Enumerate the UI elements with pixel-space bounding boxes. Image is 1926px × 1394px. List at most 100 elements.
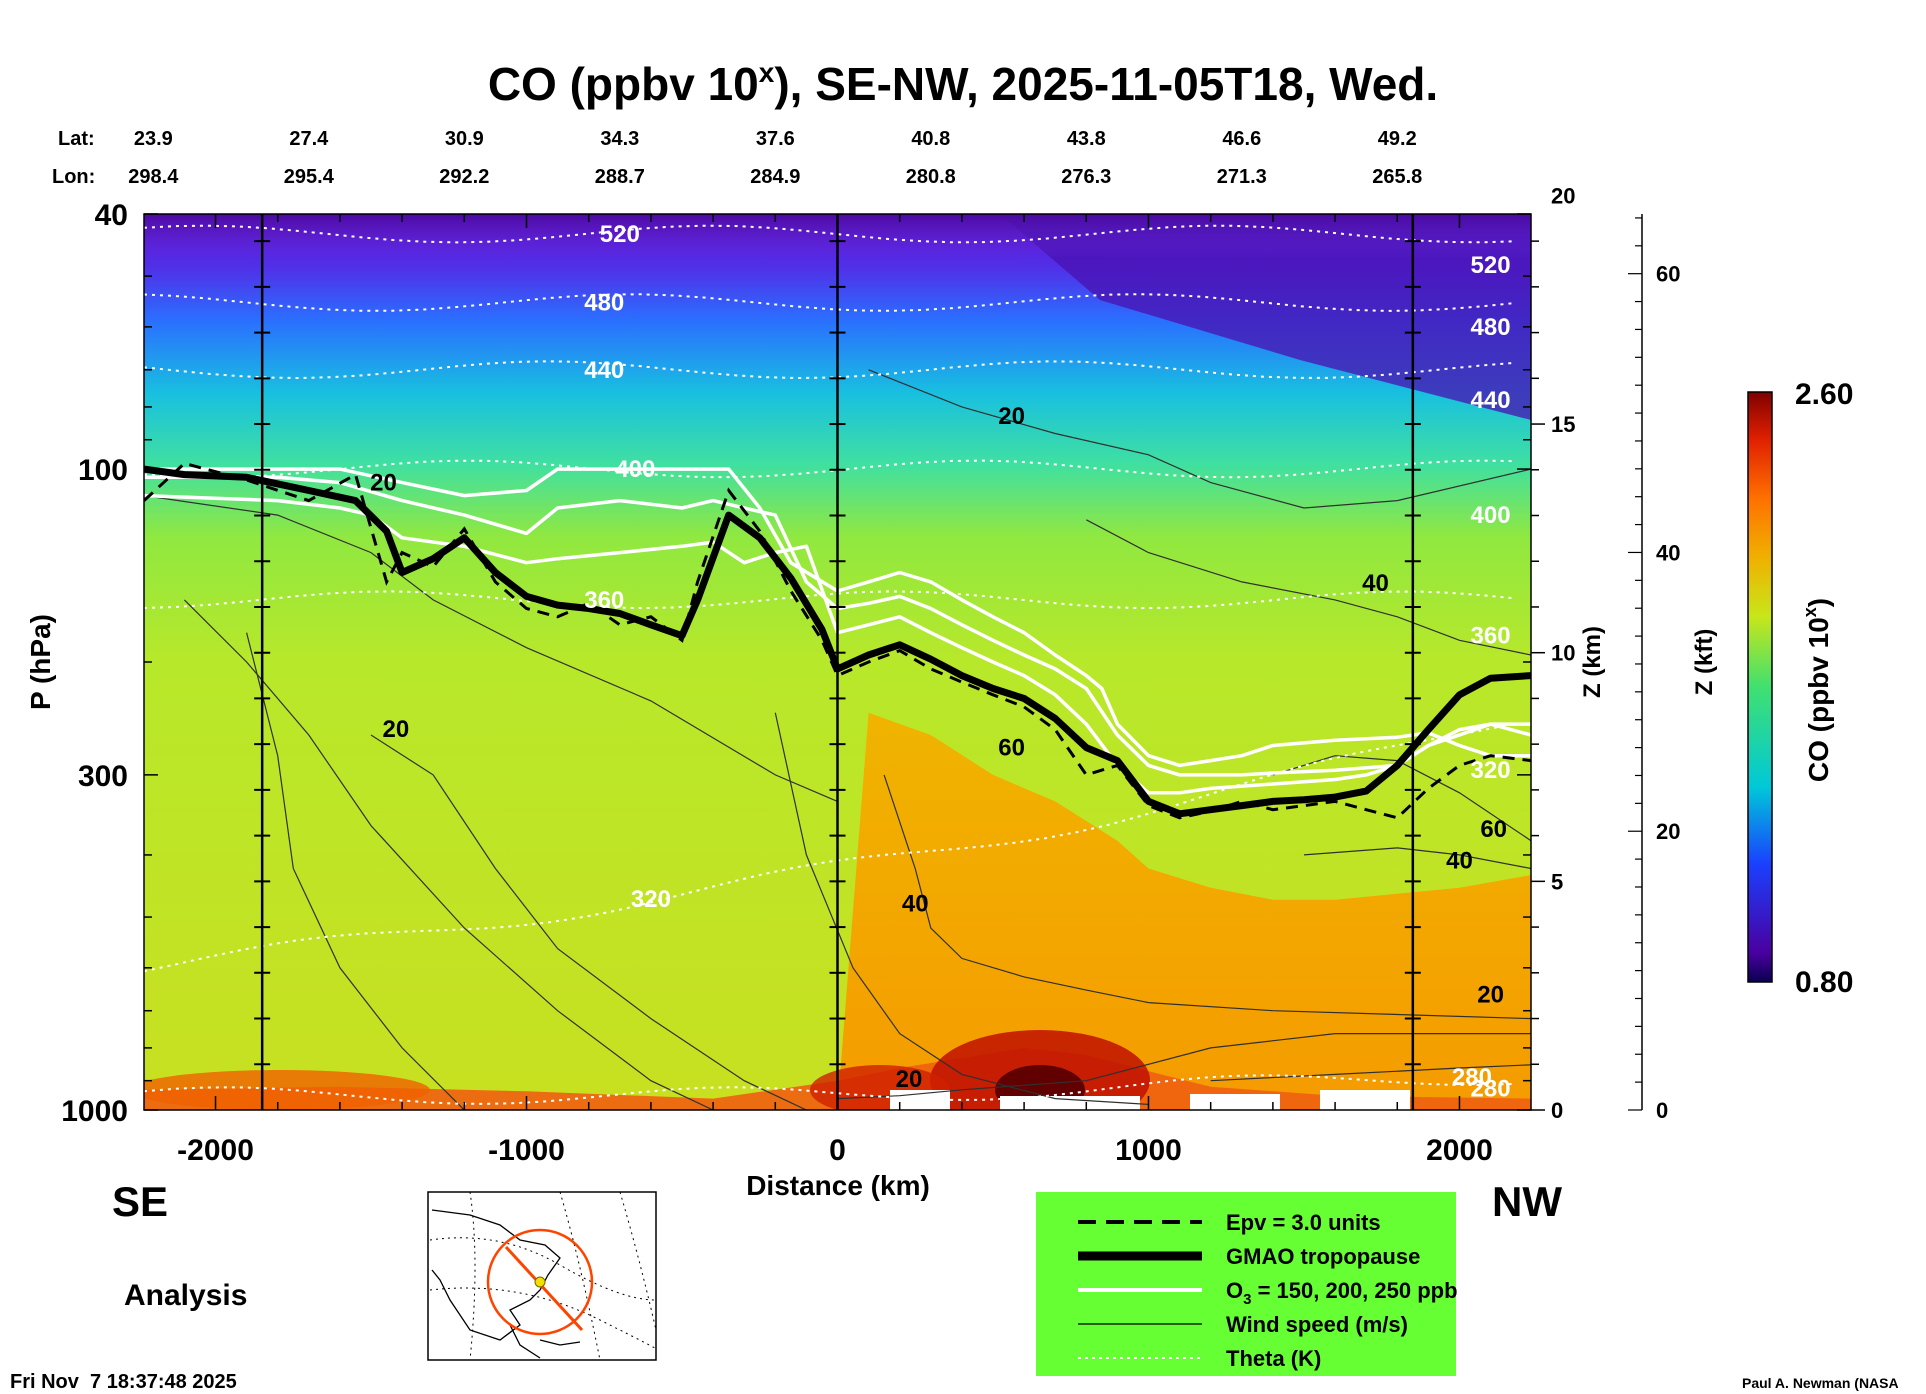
theta-label: 400 <box>615 456 655 483</box>
ozone-contour-250 <box>144 467 1531 768</box>
y-axis-label: P (hPa) <box>25 614 56 710</box>
lon-value: 280.8 <box>906 166 956 188</box>
lat-value: 40.8 <box>911 128 950 150</box>
theta-label: 320 <box>1471 757 1511 784</box>
distance-tick-label: 1000 <box>1115 1134 1182 1167</box>
lat-value: 30.9 <box>445 128 484 150</box>
legend-label: GMAO tropopause <box>1226 1244 1420 1269</box>
pressure-tick-label: 100 <box>78 454 128 487</box>
legend-label: O3 = 150, 200, 250 ppb <box>1226 1278 1458 1308</box>
credit: Paul A. Newman (NASA <box>1742 1375 1899 1391</box>
wind-speed-line <box>183 599 714 1110</box>
distance-axis: -2000 -1000 0 1000 2000 <box>177 214 1493 1167</box>
ozone-contour-150 <box>144 493 1531 795</box>
wind-speed-line <box>144 495 838 802</box>
wind-speed-label: 20 <box>383 716 410 743</box>
lat-value: 46.6 <box>1222 128 1261 150</box>
co-field: 20 20 20 40 60 40 60 40 20 20 520 480 440 400 360 320 2… <box>144 214 1531 1110</box>
se-label: SE <box>112 1178 168 1225</box>
analysis-label: Analysis <box>124 1279 247 1312</box>
wind-speed-label: 60 <box>1480 816 1507 843</box>
wind-speed-label: 20 <box>998 403 1025 430</box>
theta-label: 440 <box>584 357 624 384</box>
legend-label: Epv = 3.0 units <box>1226 1210 1381 1235</box>
lon-value: 292.2 <box>439 166 489 188</box>
colorbar <box>1747 391 1773 983</box>
pressure-axis: 40 100 300 1000 <box>61 199 1531 1128</box>
lat-value: 49.2 <box>1378 128 1417 150</box>
theta-label: 360 <box>584 587 624 614</box>
lon-value: 298.4 <box>128 166 179 188</box>
lon-value: 276.3 <box>1061 166 1111 188</box>
z-kft-tick-label: 60 <box>1656 262 1680 287</box>
z-km-label: Z (km) <box>1579 626 1606 698</box>
lat-label: Lat: <box>58 128 95 150</box>
ozone-contour-200 <box>144 475 1531 777</box>
chart-title: CO (ppbv 10x), SE-NW, 2025-11-05T18, Wed… <box>488 57 1438 110</box>
z-kft-tick-label: 0 <box>1656 1098 1668 1123</box>
lat-value: 43.8 <box>1067 128 1106 150</box>
lon-value: 265.8 <box>1372 166 1422 188</box>
z-km-tick-label: 0 <box>1551 1098 1563 1123</box>
theta-label: 520 <box>600 221 640 248</box>
lat-value: 27.4 <box>289 128 329 150</box>
lon-label: Lon: <box>52 166 95 188</box>
wind-speed-line <box>1303 847 1531 870</box>
theta-label: 400 <box>1471 502 1511 529</box>
z-km-tick-label: 5 <box>1551 869 1563 894</box>
legend: Epv = 3.0 units GMAO tropopause O3 = 150, … <box>1036 1192 1458 1376</box>
z-km-tick-label: 15 <box>1551 412 1575 437</box>
distance-tick-label: -2000 <box>177 1134 254 1167</box>
lat-lon-header: Lat: Lon: 23.9 298.4 27.4 295.4 30.9 292.2 34.3 2… <box>52 128 1422 188</box>
wind-speed-label: 20 <box>370 469 397 496</box>
theta-label: 280 <box>1452 1064 1492 1091</box>
theta-label: 320 <box>631 886 671 913</box>
wind-speed-label: 40 <box>1446 848 1473 875</box>
theta-label: 480 <box>584 290 624 317</box>
theta-label: 480 <box>1471 314 1511 341</box>
wind-speed-line <box>246 632 465 1110</box>
lon-value: 295.4 <box>284 166 335 188</box>
timestamp: Fri Nov 7 18:37:48 2025 <box>10 1371 237 1393</box>
wind-speed-label: 40 <box>902 890 929 917</box>
tropopause-line <box>144 465 1531 818</box>
z-kft-axis: 0 20 40 60 <box>1628 214 1680 1123</box>
lat-value: 37.6 <box>756 128 795 150</box>
z-kft-label: Z (kft) <box>1691 629 1718 696</box>
wind-speed-label: 20 <box>896 1066 923 1093</box>
wind-speed-line <box>1210 1064 1531 1082</box>
wind-speed-line <box>774 712 1149 1105</box>
theta-label: 280 <box>1471 1075 1511 1102</box>
colorbar-min-label: 0.80 <box>1795 966 1853 999</box>
wind-speed-line <box>370 734 807 1110</box>
z-km-tick-label: 20 <box>1551 183 1575 208</box>
inset-map <box>427 1191 657 1361</box>
pressure-tick-label: 40 <box>95 199 128 232</box>
z-kft-tick-label: 20 <box>1656 819 1680 844</box>
pressure-tick-label: 300 <box>78 760 128 793</box>
wind-speed-label: 20 <box>1477 982 1504 1009</box>
lat-value: 23.9 <box>134 128 173 150</box>
nw-label: NW <box>1492 1178 1562 1225</box>
colorbar-label: CO (ppbv 10x) <box>1800 598 1834 782</box>
legend-label: Theta (K) <box>1226 1346 1321 1371</box>
lon-value: 271.3 <box>1217 166 1267 188</box>
lon-value: 288.7 <box>595 166 645 188</box>
x-axis-label: Distance (km) <box>746 1170 930 1201</box>
z-km-axis: 0 5 10 15 20 <box>1531 183 1575 1123</box>
wind-speed-line <box>868 369 1531 509</box>
z-km-tick-label: 10 <box>1551 641 1575 666</box>
distance-tick-label: -1000 <box>488 1134 565 1167</box>
wind-speed-line <box>883 774 1531 1020</box>
wind-speed-label: 60 <box>998 735 1025 762</box>
epv-line <box>144 461 1531 820</box>
wind-speed-line <box>1086 519 1531 656</box>
distance-tick-label: 2000 <box>1426 1134 1493 1167</box>
colorbar-max-label: 2.60 <box>1795 378 1853 411</box>
distance-tick-label: 0 <box>829 1134 846 1167</box>
lon-value: 284.9 <box>750 166 800 188</box>
z-kft-tick-label: 40 <box>1656 540 1680 565</box>
theta-label: 520 <box>1471 252 1511 279</box>
wind-speed-label: 40 <box>1362 570 1389 597</box>
